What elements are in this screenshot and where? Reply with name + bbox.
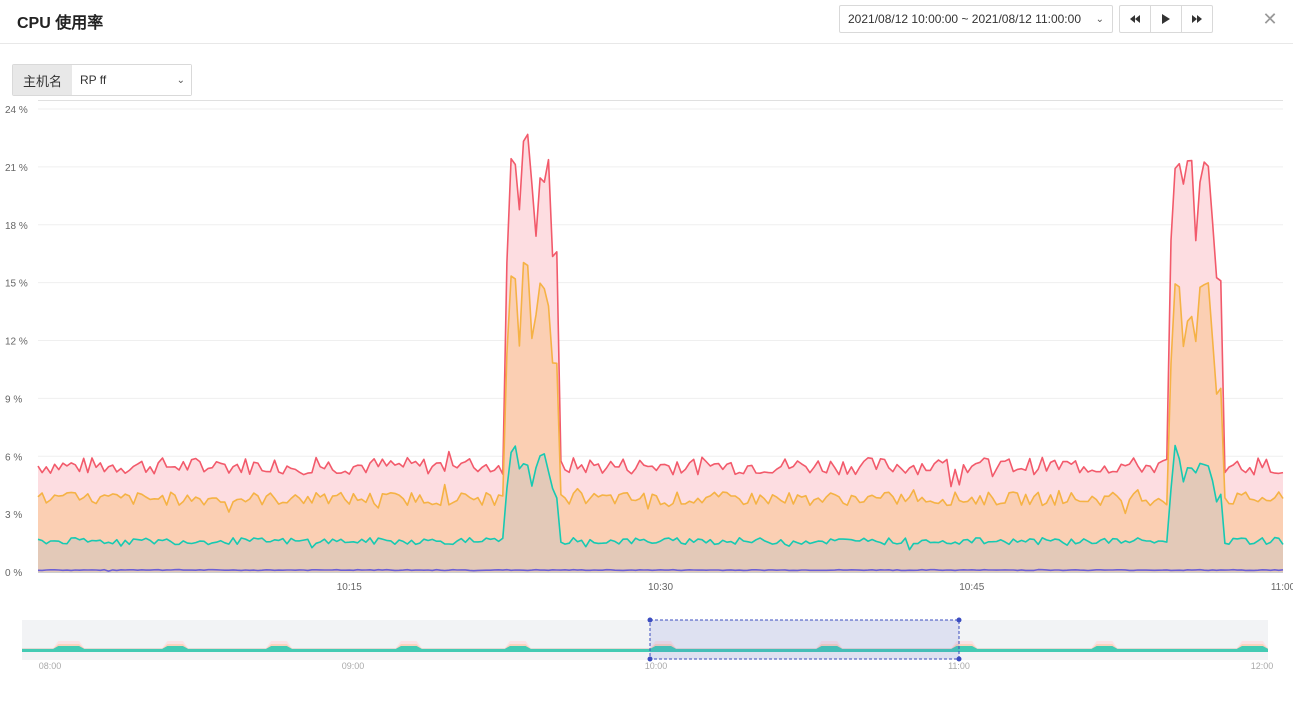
zoom-tick-label: 09:00: [342, 661, 365, 671]
zoom-preview-area: [22, 646, 1268, 652]
play-icon: [1162, 14, 1170, 24]
series-area-orange: [38, 262, 1283, 572]
y-tick-label: 0 %: [5, 568, 22, 579]
series-line-orange: [37, 261, 1284, 515]
time-range-value: 2021/08/12 10:00:00 ~ 2021/08/12 11:00:0…: [848, 12, 1081, 26]
x-tick-label: 10:45: [959, 582, 984, 593]
close-icon[interactable]: ✕: [1262, 9, 1278, 29]
zoom-tick-label: 10:00: [645, 661, 668, 671]
series-area-teal: [38, 445, 1283, 572]
zoom-tick-label: 11:00: [948, 661, 970, 671]
zoom-handle: [956, 617, 962, 623]
x-tick-label: 10:15: [337, 582, 362, 593]
hostname-value: RP ff: [80, 73, 107, 87]
page-title: CPU 使用率: [17, 15, 104, 32]
fast-forward-button[interactable]: [1181, 5, 1213, 33]
zoom-selection-window: [649, 619, 960, 660]
time-range-picker[interactable]: 2021/08/12 10:00:00 ~ 2021/08/12 11:00:0…: [839, 5, 1113, 33]
x-tick-label: 11:00: [1271, 582, 1293, 593]
zoom-handle: [647, 656, 653, 662]
fast-forward-icon: [1192, 15, 1202, 23]
zoom-handle: [956, 656, 962, 662]
series-line-red: [37, 133, 1284, 488]
divider: [38, 100, 1283, 101]
zoom-tick-label: 12:00: [1251, 661, 1274, 671]
hostname-select[interactable]: RP ff ⌄: [72, 65, 191, 95]
hostname-label: 主机名: [13, 65, 72, 95]
zoom-track: [22, 620, 1268, 660]
y-tick-label: 6 %: [5, 452, 22, 463]
rewind-icon: [1130, 15, 1140, 23]
chevron-down-icon: ⌄: [1095, 13, 1104, 25]
y-tick-label: 9 %: [5, 394, 22, 405]
play-button[interactable]: [1150, 5, 1182, 33]
y-tick-label: 12 %: [5, 337, 28, 348]
zoom-handle: [647, 617, 653, 623]
y-tick-label: 15 %: [5, 279, 28, 290]
y-tick-label: 18 %: [5, 221, 28, 232]
y-tick-label: 24 %: [5, 105, 28, 116]
zoom-tick-label: 08:00: [39, 661, 62, 671]
x-tick-label: 10:30: [648, 582, 673, 593]
time-zoom-slider[interactable]: 08:00 09:00 10:00 11:00 12:00: [0, 612, 1293, 674]
dialog-header: CPU 使用率 2021/08/12 10:00:00 ~ 2021/08/12…: [0, 0, 1293, 44]
series-line-teal: [37, 444, 1284, 551]
y-tick-label: 3 %: [5, 510, 22, 521]
rewind-button[interactable]: [1119, 5, 1151, 33]
playback-controls: [1119, 5, 1213, 33]
cpu-usage-chart: 0 % 3 % 6 % 9 % 12 % 15 % 18 % 21 % 24 % 10:15 10:…: [5, 105, 1293, 593]
hostname-filter: 主机名 RP ff ⌄: [12, 64, 192, 96]
y-tick-label: 21 %: [5, 163, 28, 174]
series-line-purple: [37, 568, 1284, 572]
chevron-down-icon: ⌄: [176, 74, 185, 86]
